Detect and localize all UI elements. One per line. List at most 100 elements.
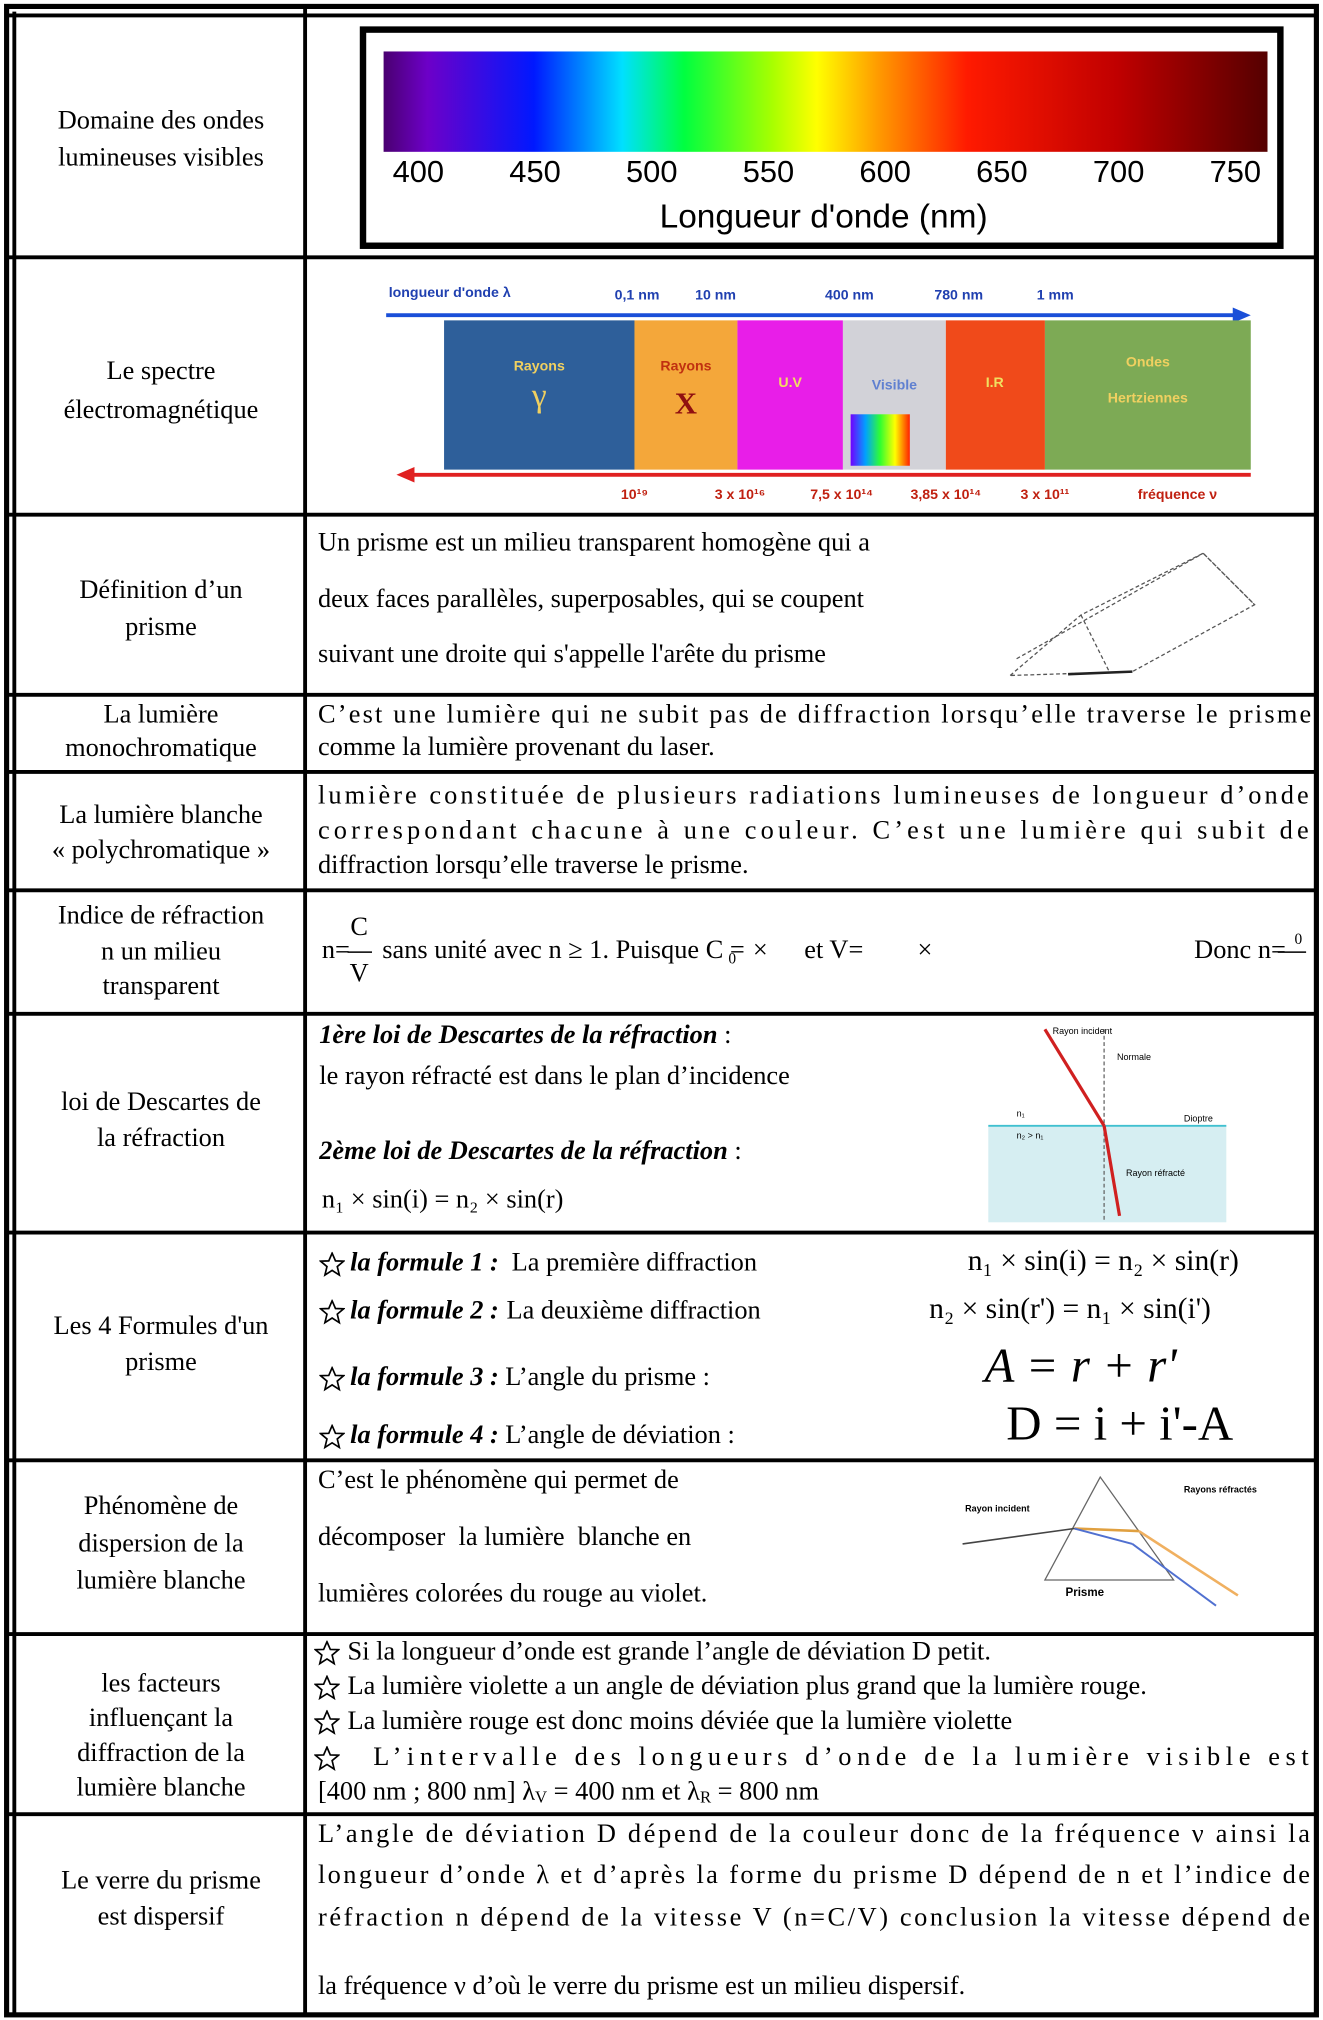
- text-line: la fréquence ν d’où le verre du prisme e…: [318, 1971, 965, 2000]
- text-line: longueur d’onde λ et d’après la forme du…: [318, 1860, 1310, 1889]
- text-line: L’angle de déviation D dépend de la coul…: [318, 1819, 1310, 1848]
- band-label: Ondes: [1126, 354, 1170, 370]
- wavelength-label: 10 nm: [695, 287, 736, 303]
- star-icon: [314, 1746, 340, 1770]
- colon: :: [718, 1020, 732, 1049]
- wavelength-label: 400 nm: [825, 287, 874, 303]
- row-label: loi de Descartes de: [61, 1087, 261, 1116]
- row-label: La lumière: [104, 700, 219, 729]
- text-line: Si la longueur d’onde est grande l’angle…: [348, 1636, 991, 1665]
- frequency-label: 7,5 x 10¹⁴: [810, 486, 873, 502]
- row-label: n un milieu: [101, 936, 221, 965]
- frequency-label: 3 x 10¹¹: [1021, 486, 1070, 502]
- text-part: [400 nm ; 800 nm] λ: [318, 1777, 535, 1806]
- text-line: C’est le phénomène qui permet de: [318, 1465, 679, 1494]
- formula: n₁ × sin(i) = n₂ × sin(r): [322, 1185, 564, 1214]
- diagram-label: Rayon incident: [1053, 1026, 1113, 1036]
- subscript: 0: [728, 950, 736, 967]
- star-icon: [314, 1710, 340, 1734]
- text-line: 1ère loi de Descartes de la réfraction :: [319, 1020, 731, 1049]
- subscript: R: [700, 1788, 712, 1807]
- wavelength-tick-label: 400: [393, 154, 445, 189]
- em-spectrum: longueur d'onde λ 0,1 nm 10 nm 400 nm 78…: [382, 272, 1262, 513]
- row-label: lumière blanche: [76, 1566, 245, 1595]
- row-label: transparent: [102, 971, 220, 1000]
- refraction-index: n= C V sans unité avec n ≥ 1. Puisque C …: [322, 912, 1307, 987]
- text-line: lumière constituée de plusieurs radiatio…: [318, 781, 1309, 810]
- star-icon: [314, 1675, 340, 1700]
- formula: n₂ × sin(r') = n₁ × sin(i'): [929, 1293, 1211, 1325]
- subscript: V: [535, 1788, 547, 1807]
- diagram-label: n₂ > n₁: [1017, 1130, 1044, 1140]
- text-line: Un prisme est un milieu transparent homo…: [318, 527, 870, 556]
- text-line: correspondant chacune à une couleur. C’e…: [318, 815, 1309, 844]
- diagram-label: Dioptre: [1184, 1114, 1213, 1124]
- formula-text: Donc n=: [1194, 935, 1286, 964]
- text-line: C’est une lumière qui ne subit pas de di…: [318, 700, 1311, 729]
- formula-line: la formule 4 : L’angle de déviation :: [350, 1420, 735, 1449]
- row-label: Définition d’un: [79, 575, 242, 604]
- formula-desc: L’angle du prisme :: [505, 1362, 710, 1391]
- text-line: [400 nm ; 800 nm] λV = 400 nm et λR = 80…: [318, 1777, 819, 1807]
- row-label: lumineuses visibles: [58, 143, 264, 172]
- formula-name: la formule 3 :: [350, 1362, 499, 1391]
- star-icon: [319, 1299, 345, 1324]
- wavelength-tick-label: 700: [1093, 154, 1145, 189]
- fraction-numerator: C: [350, 912, 368, 941]
- formula-desc: La première diffraction: [512, 1248, 757, 1277]
- frequency-label: 10¹⁹: [621, 486, 648, 502]
- row-label: Domaine des ondes: [58, 105, 264, 134]
- row-label: dispersion de la: [78, 1528, 244, 1557]
- star-icon: [319, 1424, 345, 1449]
- row-label: Le spectre: [106, 356, 215, 385]
- row-label: la réfraction: [97, 1123, 225, 1152]
- wavelength-tick-label: 750: [1210, 154, 1262, 189]
- diagram-label: Rayons réfractés: [1184, 1484, 1257, 1494]
- diagram-label: Rayon incident: [965, 1504, 1030, 1514]
- text-line: lumières colorées du rouge au violet.: [318, 1578, 707, 1607]
- frequency-label: 3 x 10¹⁶: [715, 486, 766, 502]
- star-icon: [319, 1366, 345, 1391]
- text-line: suivant une droite qui s'appelle l'arête…: [318, 639, 826, 668]
- text-line: La lumière rouge est donc moins déviée q…: [348, 1706, 1013, 1735]
- text-line: 2ème loi de Descartes de la réfraction :: [318, 1136, 741, 1165]
- row-label: diffraction de la: [77, 1738, 245, 1767]
- text-line: diffraction lorsqu’elle traverse le pris…: [318, 850, 749, 879]
- formula-desc: L’angle de déviation :: [505, 1420, 735, 1449]
- frequency-label: 3,85 x 10¹⁴: [911, 486, 982, 502]
- law-title: 2ème loi de Descartes de la réfraction: [318, 1136, 727, 1165]
- star-icon: [319, 1252, 345, 1276]
- wavelength-tick-label: 500: [626, 154, 678, 189]
- formula: n₁ × sin(i) = n₂ × sin(r): [968, 1245, 1239, 1277]
- text-part: = 800 nm: [711, 1777, 819, 1806]
- row-label: « polychromatique »: [52, 835, 270, 864]
- row-label: influençant la: [89, 1703, 233, 1732]
- dispersion-diagram: Rayon incident Rayons réfractés Prisme: [962, 1475, 1257, 1607]
- formula-desc: La deuxième diffraction: [506, 1295, 760, 1324]
- band-label: Hertziennes: [1108, 390, 1188, 406]
- wavelength-tick-label: 650: [976, 154, 1027, 189]
- band-label: Visible: [872, 377, 917, 393]
- wavelength-tick-label: 550: [743, 154, 795, 189]
- law-title: 1ère loi de Descartes de la réfraction: [319, 1020, 717, 1049]
- frequency-title: fréquence ν: [1138, 486, 1218, 502]
- text-line: L’intervalle des longueurs d’onde de la …: [373, 1742, 1309, 1771]
- wavelength-label: 1 mm: [1037, 287, 1074, 303]
- row-label: prisme: [125, 1347, 197, 1376]
- text-line: deux faces parallèles, superposables, qu…: [318, 584, 865, 613]
- fraction-denominator: V: [350, 958, 369, 987]
- text-line: réfraction n dépend de la vitesse V (n=C…: [318, 1903, 1310, 1932]
- row-label: Phénomène de: [84, 1491, 238, 1520]
- formula-text: et V=: [804, 935, 863, 964]
- text-line: La lumière violette a un angle de déviat…: [348, 1671, 1147, 1700]
- formula-line: la formule 3 : L’angle du prisme :: [350, 1362, 710, 1391]
- row-label: Le verre du prisme: [61, 1865, 261, 1894]
- row-label: La lumière blanche: [59, 800, 262, 829]
- star-icon: [314, 1640, 340, 1665]
- wavelength-label: 0,1 nm: [615, 287, 660, 303]
- row-label: prisme: [125, 612, 197, 641]
- diagram-label: Normale: [1117, 1052, 1151, 1062]
- row-label: électromagnétique: [64, 395, 259, 424]
